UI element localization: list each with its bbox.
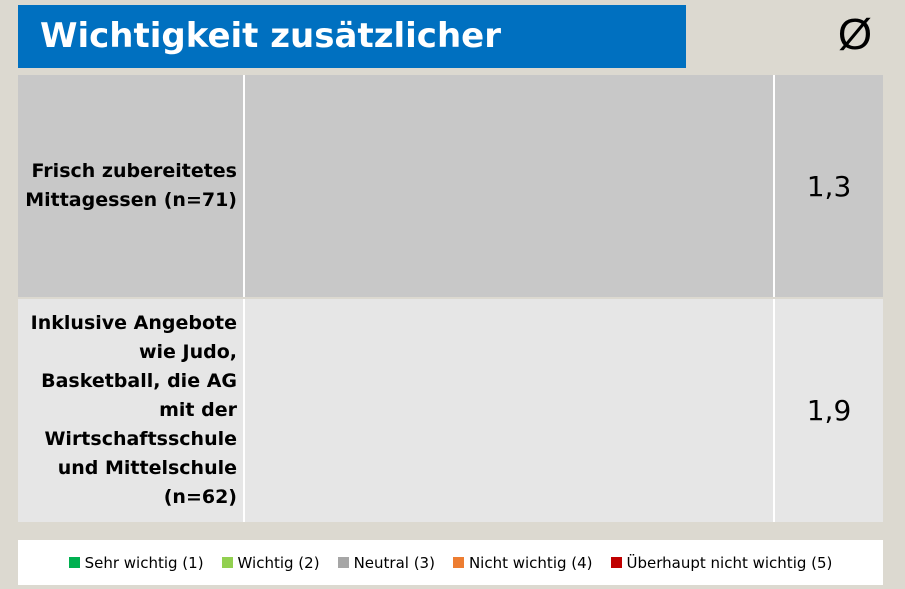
legend-swatch bbox=[221, 557, 233, 568]
legend-item: Nicht wichtig (4) bbox=[452, 553, 593, 572]
title: Wichtigkeit zusätzlicher Angebote… bbox=[18, 5, 686, 119]
separator bbox=[243, 299, 245, 522]
average: 1,9 bbox=[806, 394, 852, 427]
legend-label: Wichtig (2) bbox=[237, 553, 320, 572]
legend-swatch bbox=[452, 557, 464, 568]
legend-label: Sehr wichtig (1) bbox=[84, 553, 204, 572]
legend-item: Wichtig (2) bbox=[221, 553, 320, 572]
legend-label: Neutral (3) bbox=[353, 553, 435, 572]
legend: Sehr wichtig (1) Wichtig (2) Neutral (3) Ni… bbox=[18, 540, 883, 585]
legend-item: Neutral (3) bbox=[337, 553, 435, 572]
separator bbox=[773, 75, 775, 297]
average: 1,3 bbox=[806, 169, 852, 203]
row-bg bbox=[18, 299, 883, 522]
legend-swatch bbox=[337, 557, 349, 568]
average-header: Ø bbox=[837, 10, 873, 59]
separator bbox=[773, 299, 775, 522]
category-label: Inklusive Angebote wie Judo, Basketball,… bbox=[30, 312, 237, 508]
legend-swatch bbox=[68, 557, 80, 568]
separator bbox=[243, 75, 245, 297]
legend-label: Nicht wichtig (4) bbox=[468, 553, 593, 572]
legend-item: Sehr wichtig (1) bbox=[68, 553, 204, 572]
legend-item: Überhaupt nicht wichtig (5) bbox=[610, 553, 833, 572]
row-bg bbox=[18, 75, 883, 297]
legend-swatch bbox=[610, 557, 622, 568]
legend-label: Überhaupt nicht wichtig (5) bbox=[626, 553, 833, 572]
category-label: Frisch zubereitetes Mittagessen (n=71) bbox=[25, 160, 237, 211]
